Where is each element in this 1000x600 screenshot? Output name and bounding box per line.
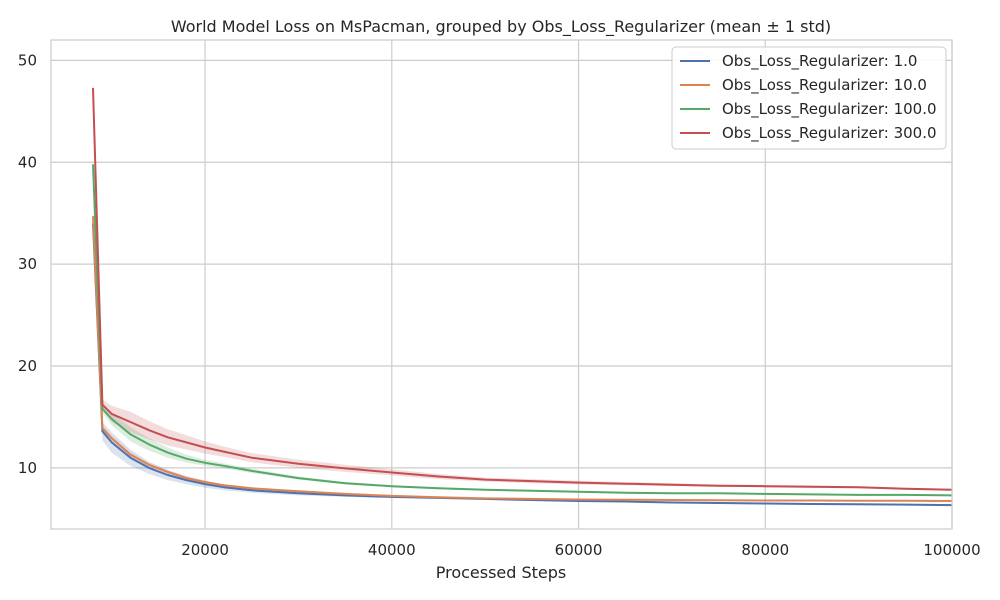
plot-frame (50, 39, 953, 530)
series-1-std-band (93, 216, 952, 502)
series-2-line (92, 164, 953, 497)
x-tick-label-2: 60000 (555, 541, 603, 559)
legend-label-3: Obs_Loss_Regularizer: 300.0 (722, 124, 937, 143)
series-3-line (92, 87, 953, 491)
x-tick-label-1: 40000 (368, 541, 416, 559)
series-lines (92, 87, 953, 507)
legend-label-1: Obs_Loss_Regularizer: 10.0 (722, 76, 927, 95)
y-tick-label-1: 20 (18, 357, 37, 375)
series-1-line (92, 216, 953, 502)
x-tick-label-4: 100000 (923, 541, 980, 559)
x-tick-label-0: 20000 (181, 541, 229, 559)
y-axis-ticks: 10 20 30 40 50 (18, 51, 37, 477)
series-0-line (92, 223, 953, 507)
x-axis-ticks: 20000 40000 60000 80000 100000 (181, 541, 980, 559)
legend-label-0: Obs_Loss_Regularizer: 1.0 (722, 52, 917, 71)
x-axis-label: Processed Steps (436, 563, 567, 582)
legend-box (671, 46, 947, 150)
y-tick-label-0: 10 (18, 459, 37, 477)
y-tick-label-4: 50 (18, 51, 37, 69)
legend-items: Obs_Loss_Regularizer: 1.0 Obs_Loss_Regula… (680, 52, 937, 143)
legend-label-2: Obs_Loss_Regularizer: 100.0 (722, 100, 937, 119)
chart-title: World Model Loss on MsPacman, grouped by… (171, 17, 831, 37)
x-tick-label-3: 80000 (741, 541, 789, 559)
y-tick-label-2: 30 (18, 255, 37, 273)
y-tick-label-3: 40 (18, 153, 37, 171)
legend: Obs_Loss_Regularizer: 1.0 Obs_Loss_Regula… (671, 46, 947, 150)
